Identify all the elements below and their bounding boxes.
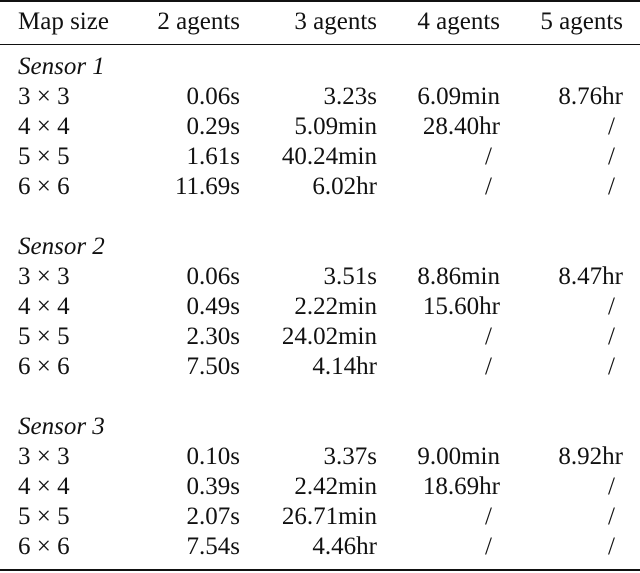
time-cell-3-agents: 24.02min (281, 323, 377, 350)
time-cell-4-agents: / (485, 503, 492, 530)
map-size-cell: 3 × 3 (18, 83, 70, 110)
time-cell-2-agents: 0.29s (186, 113, 240, 140)
table-row: 5 × 5 2.30s 24.02min / / (0, 322, 640, 352)
table-row: 4 × 4 0.29s 5.09min 28.40hr / (0, 112, 640, 142)
map-size-cell: 4 × 4 (18, 293, 70, 320)
time-cell-5-agents: / (608, 143, 615, 170)
map-size-cell: 4 × 4 (18, 113, 70, 140)
time-cell-4-agents: 15.60hr (422, 293, 500, 320)
time-cell-2-agents: 11.69s (174, 173, 240, 200)
header-row: Map size 2 agents 3 agents 4 agents 5 ag… (0, 7, 640, 37)
table-row: 3 × 3 0.06s 3.51s 8.86min 8.47hr (0, 262, 640, 292)
map-size-cell: 5 × 5 (18, 143, 70, 170)
bottom-rule (0, 569, 640, 571)
time-cell-5-agents: / (608, 173, 615, 200)
time-cell-4-agents: 18.69hr (422, 473, 500, 500)
time-cell-4-agents: / (485, 533, 492, 560)
map-size-cell: 4 × 4 (18, 473, 70, 500)
table-row: 3 × 3 0.06s 3.23s 6.09min 8.76hr (0, 82, 640, 112)
group-label-sensor-2: Sensor 2 (0, 232, 640, 262)
time-cell-3-agents: 26.71min (281, 503, 377, 530)
time-cell-3-agents: 4.14hr (312, 353, 377, 380)
time-cell-5-agents: 8.76hr (558, 83, 623, 110)
time-cell-4-agents: / (485, 323, 492, 350)
table-row: 6 × 6 7.50s 4.14hr / / (0, 352, 640, 382)
time-cell-3-agents: 3.37s (323, 443, 377, 470)
time-cell-2-agents: 2.30s (186, 323, 240, 350)
time-cell-3-agents: 2.42min (294, 473, 377, 500)
group-label-sensor-1: Sensor 1 (0, 52, 640, 82)
time-cell-2-agents: 0.06s (186, 83, 240, 110)
time-cell-2-agents: 2.07s (186, 503, 240, 530)
map-size-cell: 6 × 6 (18, 173, 70, 200)
table-row: 4 × 4 0.49s 2.22min 15.60hr / (0, 292, 640, 322)
time-cell-2-agents: 0.49s (186, 293, 240, 320)
header-map-size: Map size (18, 8, 109, 35)
time-cell-5-agents: 8.92hr (558, 443, 623, 470)
time-cell-3-agents: 2.22min (294, 293, 377, 320)
time-cell-4-agents: 6.09min (417, 83, 500, 110)
time-cell-3-agents: 4.46hr (312, 533, 377, 560)
header-5-agents: 5 agents (540, 8, 623, 35)
time-cell-3-agents: 5.09min (294, 113, 377, 140)
time-cell-3-agents: 40.24min (281, 143, 377, 170)
time-cell-5-agents: / (608, 473, 615, 500)
time-cell-5-agents: / (608, 533, 615, 560)
table-row: 5 × 5 1.61s 40.24min / / (0, 142, 640, 172)
time-cell-2-agents: 7.54s (186, 533, 240, 560)
group-name: Sensor 3 (18, 413, 105, 440)
time-cell-5-agents: / (608, 113, 615, 140)
time-cell-4-agents: 8.86min (417, 263, 500, 290)
time-cell-4-agents: 28.40hr (422, 113, 500, 140)
time-cell-5-agents: / (608, 323, 615, 350)
table-row: 3 × 3 0.10s 3.37s 9.00min 8.92hr (0, 442, 640, 472)
time-cell-3-agents: 3.51s (323, 263, 377, 290)
group-name: Sensor 1 (18, 53, 105, 80)
header-2-agents: 2 agents (157, 8, 240, 35)
group-label-sensor-3: Sensor 3 (0, 412, 640, 442)
time-cell-3-agents: 6.02hr (312, 173, 377, 200)
header-rule (0, 44, 640, 45)
map-size-cell: 5 × 5 (18, 503, 70, 530)
map-size-cell: 6 × 6 (18, 353, 70, 380)
time-cell-2-agents: 1.61s (186, 143, 240, 170)
time-cell-4-agents: / (485, 143, 492, 170)
time-cell-4-agents: 9.00min (417, 443, 500, 470)
time-cell-5-agents: / (608, 353, 615, 380)
table-row: 6 × 6 11.69s 6.02hr / / (0, 172, 640, 202)
time-cell-4-agents: / (485, 353, 492, 380)
time-cell-2-agents: 0.39s (186, 473, 240, 500)
time-cell-4-agents: / (485, 173, 492, 200)
time-cell-5-agents: 8.47hr (558, 263, 623, 290)
time-cell-2-agents: 7.50s (186, 353, 240, 380)
time-cell-2-agents: 0.10s (186, 443, 240, 470)
map-size-cell: 3 × 3 (18, 443, 70, 470)
map-size-cell: 6 × 6 (18, 533, 70, 560)
time-cell-3-agents: 3.23s (323, 83, 377, 110)
time-cell-2-agents: 0.06s (186, 263, 240, 290)
group-name: Sensor 2 (18, 233, 105, 260)
time-cell-5-agents: / (608, 503, 615, 530)
table-row: 4 × 4 0.39s 2.42min 18.69hr / (0, 472, 640, 502)
time-cell-5-agents: / (608, 293, 615, 320)
top-rule (0, 0, 640, 2)
table-row: 6 × 6 7.54s 4.46hr / / (0, 532, 640, 562)
header-3-agents: 3 agents (294, 8, 377, 35)
table-row: 5 × 5 2.07s 26.71min / / (0, 502, 640, 532)
map-size-cell: 3 × 3 (18, 263, 70, 290)
header-4-agents: 4 agents (417, 8, 500, 35)
map-size-cell: 5 × 5 (18, 323, 70, 350)
